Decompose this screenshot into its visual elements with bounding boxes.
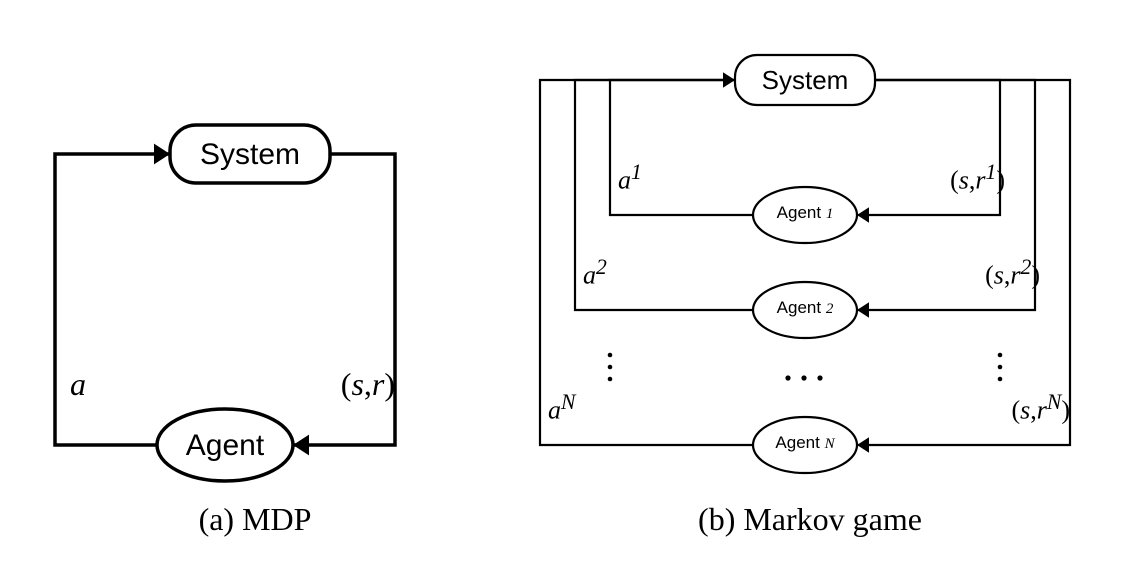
- diagram-canvas: System Agent a (s,r) (a) MDP System Agent 1a1 (…: [0, 0, 1132, 562]
- edge-label: (s,r1): [865, 162, 1005, 204]
- edge-label: a2: [583, 257, 723, 299]
- node-label: System: [200, 138, 300, 171]
- vdots: [608, 365, 613, 370]
- vdots: [998, 377, 1003, 382]
- arrowhead: [857, 302, 869, 318]
- vdots: [998, 365, 1003, 370]
- edge-label: (s,r2): [900, 257, 1040, 299]
- hdots: [817, 375, 822, 380]
- vdots: [998, 353, 1003, 358]
- vdots: [608, 353, 613, 358]
- edge-label: a1: [618, 162, 758, 204]
- edge-label: aN: [548, 392, 688, 434]
- caption-markov: (b) Markov game: [698, 501, 922, 537]
- arrowhead: [293, 435, 309, 456]
- hdots: [801, 375, 806, 380]
- hdots: [785, 375, 790, 380]
- edge-label: (s,r): [255, 368, 395, 419]
- agent-label-3: Agent N: [753, 433, 857, 457]
- diagram-svg: System Agent a (s,r) (a) MDP System Agent 1a1 (…: [0, 0, 1132, 562]
- arrowhead: [857, 207, 869, 223]
- edge-label: a: [70, 368, 210, 419]
- vdots: [608, 377, 613, 382]
- agent-label-2: Agent 2: [753, 298, 857, 322]
- edge-label: (s,rN): [930, 392, 1070, 434]
- node-label: Agent: [186, 429, 265, 462]
- node-label: System: [762, 65, 849, 95]
- arrowhead: [154, 144, 170, 165]
- caption-mdp: (a) MDP: [199, 501, 312, 537]
- arrowhead: [723, 72, 735, 88]
- agent-label-1: Agent 1: [753, 203, 857, 227]
- arrowhead: [857, 437, 869, 453]
